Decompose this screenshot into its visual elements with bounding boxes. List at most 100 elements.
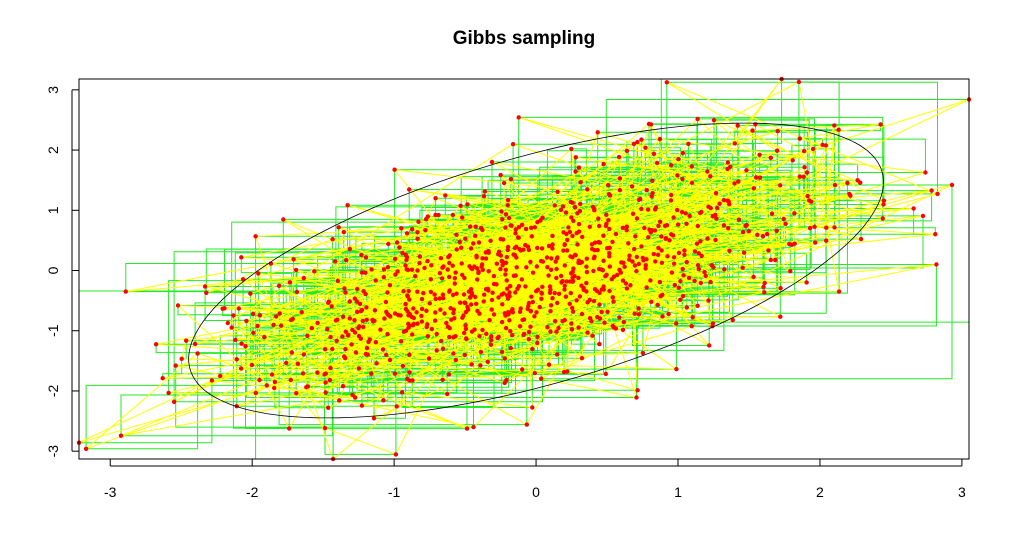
sample-point: [624, 148, 630, 153]
sample-point: [452, 281, 457, 286]
sample-point: [577, 260, 583, 266]
sample-point: [562, 283, 567, 288]
sample-point: [639, 137, 644, 142]
sample-point: [415, 289, 420, 294]
sample-point: [592, 240, 598, 245]
sample-point: [751, 186, 756, 191]
sample-point: [658, 294, 663, 299]
sample-point: [559, 280, 564, 285]
sample-point: [629, 184, 635, 189]
sample-point: [667, 238, 672, 243]
sample-point: [444, 320, 449, 326]
sample-point: [597, 316, 603, 321]
sample-point: [467, 264, 472, 269]
sample-point: [385, 265, 391, 270]
sample-point: [647, 227, 652, 232]
sample-point: [735, 123, 740, 128]
sample-point: [347, 316, 352, 321]
sample-point: [668, 198, 674, 203]
sample-point: [689, 180, 695, 185]
sample-point: [322, 425, 328, 431]
sample-point: [836, 289, 842, 294]
sample-point: [443, 193, 448, 198]
sample-point: [462, 330, 467, 336]
sample-point: [634, 395, 639, 400]
sample-point: [554, 256, 560, 261]
sample-point: [419, 296, 425, 302]
sample-point: [392, 371, 398, 376]
sample-point: [429, 326, 434, 332]
sample-point: [253, 390, 258, 396]
sample-point: [523, 226, 529, 232]
sample-point: [386, 241, 391, 247]
sample-point: [347, 299, 352, 304]
sample-point: [633, 234, 638, 239]
sample-point: [643, 263, 648, 268]
sample-point: [642, 225, 647, 231]
sample-point: [510, 333, 515, 338]
sample-point: [630, 259, 635, 264]
sample-point: [469, 292, 475, 297]
sample-point: [570, 279, 575, 284]
sample-point: [796, 79, 802, 85]
sample-point: [659, 248, 664, 253]
sample-point: [698, 210, 703, 216]
sample-point: [714, 216, 719, 221]
sample-point: [562, 242, 567, 248]
sample-point: [949, 182, 955, 188]
sample-point: [596, 216, 601, 221]
sample-point: [433, 310, 438, 315]
sample-point: [858, 236, 864, 242]
sample-point: [384, 309, 389, 314]
sample-point: [802, 165, 807, 170]
sample-point: [695, 223, 700, 229]
sample-point: [643, 266, 648, 271]
sample-point: [411, 306, 416, 311]
sample-point: [427, 301, 432, 306]
sample-point: [508, 176, 514, 182]
sample-point: [506, 312, 511, 317]
sample-point: [508, 329, 513, 334]
sample-point: [483, 256, 489, 261]
sample-point: [202, 284, 208, 289]
sample-point: [778, 286, 783, 291]
sample-point: [526, 247, 532, 253]
sample-point: [304, 385, 309, 390]
sample-point: [572, 274, 577, 279]
x-tick-label: -2: [246, 484, 259, 500]
sample-point: [503, 260, 509, 265]
sample-point: [576, 165, 582, 170]
sample-point: [550, 242, 555, 247]
sample-point: [464, 336, 469, 342]
sample-point: [341, 229, 346, 235]
sample-point: [415, 230, 420, 235]
sample-point: [476, 240, 482, 245]
sample-point: [354, 309, 360, 315]
sample-point: [315, 370, 320, 375]
sample-point: [284, 360, 289, 366]
sample-point: [462, 275, 467, 281]
sample-point: [689, 324, 694, 329]
sample-point: [273, 314, 279, 319]
x-tick-label: -1: [388, 484, 401, 500]
sample-point: [334, 338, 339, 343]
sample-point: [407, 370, 412, 375]
y-tick-label: 1: [45, 206, 61, 214]
sample-point: [558, 207, 564, 213]
sample-point: [672, 282, 677, 288]
sample-point: [473, 224, 478, 229]
sample-point: [469, 362, 474, 367]
sample-point: [556, 325, 561, 331]
sample-point: [806, 198, 812, 203]
sample-point: [460, 315, 465, 320]
sample-point: [646, 121, 652, 127]
sample-point: [630, 211, 636, 216]
sample-point: [426, 356, 432, 361]
sample-point: [596, 239, 601, 245]
sample-point: [500, 217, 505, 222]
sample-point: [790, 158, 795, 163]
sample-point: [708, 174, 713, 179]
sample-point: [301, 275, 306, 281]
sample-point: [433, 318, 438, 323]
sample-point: [537, 304, 542, 310]
